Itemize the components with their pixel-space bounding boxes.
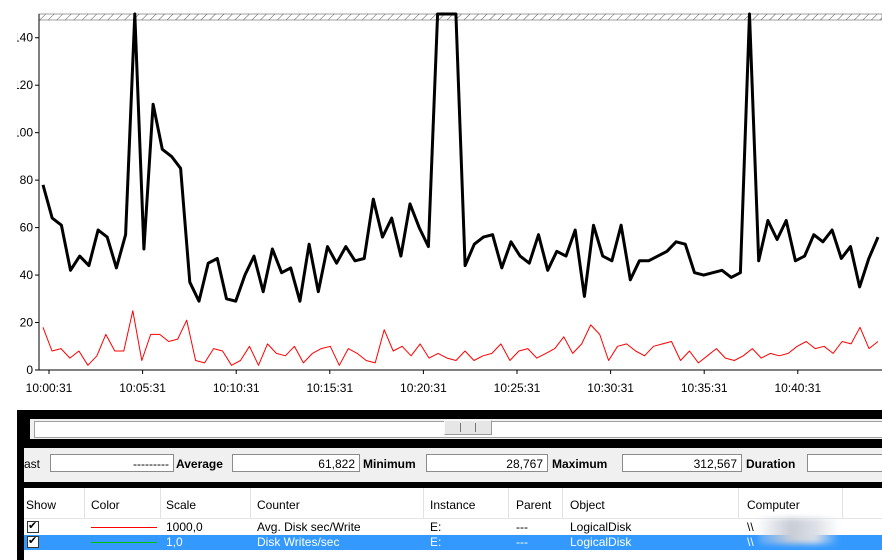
series-line-avg-disk-sec-write [42, 310, 879, 366]
y-tick-label: 20 [20, 316, 34, 330]
x-tick-label: 10:25:31 [494, 381, 541, 395]
col-counter[interactable]: Counter [257, 498, 300, 512]
x-tick-label: 10:15:31 [306, 381, 353, 395]
average-label: Average [176, 457, 223, 471]
col-parent[interactable]: Parent [516, 498, 552, 512]
row-parent: --- [516, 535, 528, 549]
y-tick-label: 100 [17, 126, 33, 140]
show-checkbox[interactable] [27, 519, 39, 533]
x-tick-label: 10:10:31 [213, 381, 260, 395]
col-instance[interactable]: Instance [430, 498, 476, 512]
row-object: LogicalDisk [570, 520, 632, 534]
series-lines [41, 12, 880, 366]
counter-list-header: Show Color Scale Counter Instance Parent… [24, 488, 882, 519]
col-color[interactable]: Color [91, 498, 120, 512]
series-color-swatch [91, 527, 157, 528]
col-scale[interactable]: Scale [166, 498, 197, 512]
row-computer: \\ [747, 520, 754, 534]
series-line-disk-writes-sec [41, 12, 880, 303]
last-value: --------- [50, 454, 174, 472]
row-scale: 1,0 [166, 535, 183, 549]
series-color-swatch [91, 542, 157, 543]
y-tick-label: 120 [17, 78, 33, 92]
row-instance: E: [430, 520, 442, 534]
row-scale: 1000,0 [166, 520, 203, 534]
last-label: ast [24, 457, 41, 471]
y-axis: 0 20 40 60 80 100 120 140 [17, 14, 40, 377]
y-tick-label: 0 [26, 363, 33, 377]
x-tick-label: 10:00:31 [26, 381, 73, 395]
scrollbar-thumb[interactable] [444, 420, 492, 435]
x-tick-label: 10:40:31 [774, 381, 821, 395]
col-object[interactable]: Object [570, 498, 605, 512]
counter-row-disk-writes-sec[interactable]: 1,0 Disk Writes/sec E: --- LogicalDisk \… [24, 534, 882, 550]
duration-label: Duration [746, 457, 796, 471]
x-axis: 10:00:31 10:05:31 10:10:31 10:15:31 10:20:31… [26, 369, 882, 395]
x-tick-label: 10:20:31 [400, 381, 447, 395]
y-tick-label: 80 [20, 173, 34, 187]
counter-row-avg-disk-sec-write[interactable]: 1000,0 Avg. Disk sec/Write E: --- Logica… [24, 519, 882, 535]
redacted-computer-name [759, 518, 839, 544]
maximum-value: 312,567 [622, 454, 742, 472]
row-counter: Avg. Disk sec/Write [257, 520, 361, 534]
row-parent: --- [516, 520, 528, 534]
graph-top-hatch [38, 13, 882, 21]
row-computer: \\ [747, 535, 754, 549]
col-show[interactable]: Show [26, 498, 57, 512]
x-tick-label: 10:05:31 [119, 381, 166, 395]
show-checkbox[interactable] [27, 534, 39, 548]
minimum-value: 28,767 [426, 454, 548, 472]
x-tick-label: 10:30:31 [587, 381, 634, 395]
y-tick-label: 40 [20, 268, 34, 282]
counter-list: Show Color Scale Counter Instance Parent… [24, 488, 882, 560]
row-object: LogicalDisk [570, 535, 632, 549]
maximum-label: Maximum [552, 457, 608, 471]
statistics-bar: ast --------- Average 61,822 Minimum 28,… [24, 448, 882, 482]
graph-background [17, 0, 882, 410]
minimum-label: Minimum [363, 457, 416, 471]
y-tick-label: 60 [20, 221, 34, 235]
y-tick-label: 140 [17, 31, 33, 45]
average-value: 61,822 [232, 454, 360, 472]
x-tick-label: 10:35:31 [681, 381, 728, 395]
row-counter: Disk Writes/sec [257, 535, 340, 549]
performance-graph: 0 20 40 60 80 100 120 140 10:00:31 10:05:31 10:10… [17, 0, 882, 410]
duration-value [807, 454, 882, 472]
row-instance: E: [430, 535, 442, 549]
col-computer[interactable]: Computer [747, 498, 800, 512]
time-scrollbar[interactable] [30, 419, 882, 439]
